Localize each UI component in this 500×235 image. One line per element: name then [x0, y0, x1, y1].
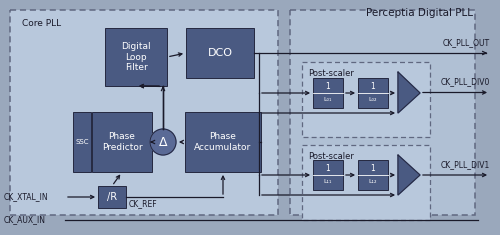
- Bar: [302, 145, 430, 220]
- Bar: [358, 160, 388, 190]
- Text: Post-scaler: Post-scaler: [308, 152, 354, 161]
- Text: 1: 1: [326, 164, 330, 173]
- Text: /R: /R: [107, 192, 117, 202]
- Bar: [313, 78, 343, 108]
- Text: Phase
Predictor: Phase Predictor: [102, 132, 142, 152]
- Bar: [10, 10, 278, 215]
- Bar: [92, 112, 152, 172]
- Text: CK_PLL_DIV0: CK_PLL_DIV0: [440, 78, 490, 86]
- Bar: [10, 10, 278, 215]
- Text: DCO: DCO: [208, 48, 233, 58]
- Text: SSC: SSC: [75, 139, 89, 145]
- Text: CK_REF: CK_REF: [129, 199, 158, 208]
- Circle shape: [150, 129, 176, 155]
- Bar: [186, 28, 254, 78]
- Text: Post-scaler: Post-scaler: [308, 69, 354, 78]
- Text: CK_PLL_DIV1: CK_PLL_DIV1: [441, 160, 490, 169]
- Bar: [105, 28, 167, 86]
- Bar: [302, 62, 430, 137]
- Text: L₀₂: L₀₂: [369, 97, 378, 102]
- Bar: [290, 10, 475, 215]
- Bar: [358, 78, 388, 108]
- Text: 1: 1: [326, 82, 330, 91]
- Text: L₁₂: L₁₂: [369, 179, 378, 184]
- Text: Phase
Accumulator: Phase Accumulator: [194, 132, 252, 152]
- Bar: [98, 186, 126, 208]
- Bar: [302, 145, 430, 220]
- Bar: [302, 62, 430, 137]
- Bar: [290, 10, 475, 215]
- Text: CK_XTAL_IN: CK_XTAL_IN: [4, 192, 48, 201]
- Bar: [73, 112, 91, 172]
- Text: Core PLL: Core PLL: [22, 19, 61, 28]
- Bar: [185, 112, 261, 172]
- Bar: [313, 160, 343, 190]
- Text: L₁₁: L₁₁: [324, 179, 332, 184]
- Text: L₀₁: L₀₁: [324, 97, 332, 102]
- Polygon shape: [398, 72, 420, 113]
- Text: CK_PLL_OUT: CK_PLL_OUT: [443, 38, 490, 47]
- Text: 1: 1: [370, 82, 376, 91]
- Text: 1: 1: [370, 164, 376, 173]
- Polygon shape: [398, 155, 420, 195]
- Text: CK_AUX_IN: CK_AUX_IN: [4, 215, 46, 224]
- Text: Perceptia Digital PLL: Perceptia Digital PLL: [366, 8, 474, 18]
- Text: Digital
Loop
Filter: Digital Loop Filter: [121, 42, 151, 72]
- Text: Δ: Δ: [159, 136, 167, 149]
